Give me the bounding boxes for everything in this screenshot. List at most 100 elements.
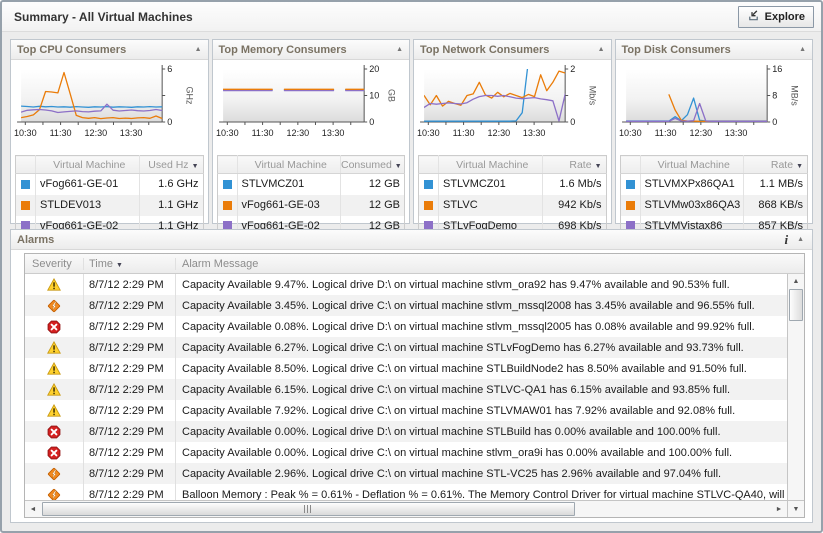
alarm-time: 8/7/12 2:29 PM bbox=[83, 379, 175, 400]
collapse-arrow-icon[interactable]: ▲ bbox=[194, 46, 202, 53]
alarm-time: 8/7/12 2:29 PM bbox=[83, 484, 175, 500]
explore-label: Explore bbox=[764, 11, 805, 23]
vm-value: 12 GB bbox=[340, 173, 405, 195]
scroll-up-icon[interactable]: ▲ bbox=[792, 278, 800, 285]
alarm-row[interactable]: 8/7/12 2:29 PM Capacity Available 6.15%.… bbox=[25, 379, 787, 400]
severity-critical-icon bbox=[47, 488, 61, 500]
swatch-cell bbox=[217, 174, 237, 195]
svg-text:10:30: 10:30 bbox=[215, 128, 238, 138]
horizontal-scrollbar-track[interactable] bbox=[41, 501, 771, 517]
svg-text:20: 20 bbox=[369, 64, 379, 74]
vertical-scrollbar-thumb[interactable] bbox=[789, 289, 803, 321]
alarm-row[interactable]: 8/7/12 2:29 PM Capacity Available 2.96%.… bbox=[25, 463, 787, 484]
severity-cell bbox=[25, 425, 83, 439]
collapse-arrow-icon[interactable]: ▲ bbox=[797, 236, 804, 243]
svg-text:10:30: 10:30 bbox=[14, 128, 37, 138]
vm-value: 942 Kb/s bbox=[541, 194, 606, 216]
swatch-cell bbox=[419, 216, 439, 237]
svg-text:10: 10 bbox=[369, 91, 379, 101]
severity-cell bbox=[25, 467, 83, 481]
table-row[interactable]: STLVC 942 Kb/s bbox=[418, 194, 606, 216]
horizontal-scrollbar[interactable]: ◄ ► ▼ bbox=[25, 500, 804, 517]
vertical-scrollbar[interactable]: ▲ bbox=[787, 274, 804, 500]
collapse-arrow-icon[interactable]: ▲ bbox=[396, 46, 403, 53]
alarm-row[interactable]: 8/7/12 2:29 PM Capacity Available 0.00%.… bbox=[25, 421, 787, 442]
severity-warning-icon bbox=[47, 382, 61, 396]
severity-cell bbox=[25, 299, 83, 313]
vm-column-header[interactable]: Virtual Machine bbox=[639, 155, 744, 174]
vm-column-header[interactable]: Virtual Machine bbox=[438, 155, 542, 174]
alarm-row[interactable]: 8/7/12 2:29 PM Capacity Available 0.08%.… bbox=[25, 316, 787, 337]
table-row[interactable]: STLVMw03x86QA3 868 KB/s bbox=[620, 194, 808, 216]
value-column-header[interactable]: Rate ▼ bbox=[541, 155, 606, 174]
explore-button[interactable]: Explore bbox=[737, 6, 814, 28]
alarms-table: Severity Time ▼ Alarm Message 8/7/12 2:29… bbox=[24, 253, 805, 518]
alarm-row[interactable]: 8/7/12 2:29 PM Capacity Available 0.00%.… bbox=[25, 442, 787, 463]
scroll-down-icon[interactable]: ▼ bbox=[787, 501, 804, 517]
svg-text:Mb/s: Mb/s bbox=[587, 86, 597, 106]
alarms-title: Alarms bbox=[17, 233, 55, 246]
alarm-row[interactable]: 8/7/12 2:29 PM Balloon Memory : Peak % =… bbox=[25, 484, 787, 500]
svg-text:2: 2 bbox=[570, 64, 575, 74]
alarm-row[interactable]: 8/7/12 2:29 PM Capacity Available 9.47%.… bbox=[25, 274, 787, 295]
vm-value: 12 GB bbox=[340, 194, 405, 216]
table-row[interactable]: vFog661-GE-03 12 GB bbox=[217, 194, 405, 216]
table-row[interactable]: STLVMXPx86QA1 1.1 MB/s bbox=[620, 173, 808, 195]
alarm-row[interactable]: 8/7/12 2:29 PM Capacity Available 7.92%.… bbox=[25, 400, 787, 421]
vm-column-header[interactable]: Virtual Machine bbox=[236, 155, 341, 174]
table-row[interactable]: STLVMCZ01 12 GB bbox=[217, 173, 405, 195]
alarm-message: Capacity Available 0.08%. Logical drive … bbox=[175, 316, 787, 337]
panel-header-cpu[interactable]: Top CPU Consumers ▲ bbox=[11, 40, 208, 60]
svg-text:13:30: 13:30 bbox=[724, 128, 747, 138]
horizontal-scrollbar-thumb[interactable] bbox=[42, 502, 575, 516]
severity-cell bbox=[25, 403, 83, 417]
severity-cell bbox=[25, 361, 83, 375]
collapse-arrow-icon[interactable]: ▲ bbox=[597, 46, 605, 53]
panel-header-memory[interactable]: Top Memory Consumers ▲ bbox=[212, 40, 409, 60]
svg-text:8: 8 bbox=[772, 91, 777, 101]
panel-top-disk-consumers: Top Disk Consumers ▲ 10:30 11:30 12:30 13:3… bbox=[614, 39, 813, 237]
scroll-right-icon[interactable]: ► bbox=[775, 505, 783, 513]
series-color-swatch bbox=[222, 179, 232, 189]
value-column-header[interactable]: Consumed ▼ bbox=[340, 155, 405, 174]
time-column-label: Time bbox=[89, 257, 114, 270]
vm-column-header[interactable]: Virtual Machine bbox=[35, 155, 139, 174]
severity-column-header[interactable]: Severity bbox=[32, 257, 72, 270]
svg-text:13:30: 13:30 bbox=[523, 128, 546, 138]
swatch-cell bbox=[620, 195, 640, 216]
value-column-label: Consumed bbox=[341, 158, 392, 171]
alarms-header[interactable]: Alarms i ▲ bbox=[11, 230, 812, 250]
collapse-arrow-icon[interactable]: ▲ bbox=[799, 46, 806, 53]
panel-top-network-consumers: Top Network Consumers ▲ 10:30 11:30 12:30 1… bbox=[413, 39, 612, 237]
alarm-row[interactable]: 8/7/12 2:29 PM Capacity Available 8.50%.… bbox=[25, 358, 787, 379]
table-row[interactable]: vFog661-GE-01 1.6 GHz bbox=[16, 173, 203, 195]
value-column-header[interactable]: Rate ▼ bbox=[743, 155, 808, 174]
panel-title: Top Disk Consumers bbox=[621, 43, 731, 56]
alarm-row[interactable]: 8/7/12 2:29 PM Capacity Available 6.27%.… bbox=[25, 337, 787, 358]
top-disk-table: Virtual Machine Rate ▼ STLVMXPx86QA1 1.1 … bbox=[619, 155, 808, 237]
series-color-swatch bbox=[222, 200, 232, 210]
svg-text:16: 16 bbox=[772, 64, 782, 74]
panel-title: Top CPU Consumers bbox=[17, 43, 127, 56]
severity-cell bbox=[25, 488, 83, 500]
alarm-row[interactable]: 8/7/12 2:29 PM Capacity Available 3.45%.… bbox=[25, 295, 787, 316]
vm-name: vFog661-GE-01 bbox=[35, 173, 139, 195]
vm-name: STLVMw03x86QA3 bbox=[639, 194, 744, 216]
svg-text:0: 0 bbox=[570, 117, 575, 127]
panel-header-disk[interactable]: Top Disk Consumers ▲ bbox=[615, 40, 812, 60]
panel-title: Top Memory Consumers bbox=[218, 43, 347, 56]
vm-name: vFog661-GE-03 bbox=[236, 194, 341, 216]
info-icon[interactable]: i bbox=[784, 232, 789, 247]
alarm-message: Capacity Available 3.45%. Logical drive … bbox=[175, 295, 787, 316]
panel-header-network[interactable]: Top Network Consumers ▲ bbox=[414, 40, 611, 60]
time-column-header[interactable]: Time ▼ bbox=[83, 257, 175, 270]
table-row[interactable]: STLDEV013 1.1 GHz bbox=[15, 194, 203, 216]
series-color-swatch bbox=[21, 221, 30, 231]
message-column-header[interactable]: Alarm Message bbox=[175, 257, 804, 270]
value-column-header[interactable]: Used Hz ▼ bbox=[138, 155, 203, 174]
alarm-time: 8/7/12 2:29 PM bbox=[83, 358, 175, 379]
table-row[interactable]: STLVMCZ01 1.6 Mb/s bbox=[419, 173, 606, 195]
scroll-left-icon[interactable]: ◄ bbox=[29, 505, 37, 513]
top-network-table: Virtual Machine Rate ▼ STLVMCZ01 1.6 Mb/s… bbox=[418, 155, 607, 237]
svg-text:11:30: 11:30 bbox=[50, 128, 72, 138]
